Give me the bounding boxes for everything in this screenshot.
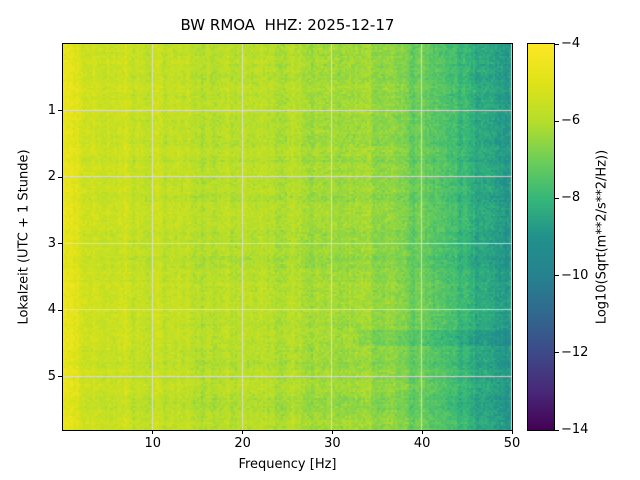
- y-tick-mark: [58, 243, 62, 245]
- x-tick-label: 40: [413, 436, 431, 451]
- colorbar-tick-label: −4: [561, 36, 581, 51]
- x-axis-label: Frequency [Hz]: [238, 457, 337, 472]
- colorbar-tick-mark: [555, 43, 559, 45]
- colorbar-tick-label: −8: [561, 190, 581, 206]
- y-tick-mark: [58, 176, 62, 178]
- y-tick-label: 1: [47, 102, 56, 118]
- x-tick-label: 10: [144, 436, 162, 451]
- y-tick-mark: [58, 376, 62, 378]
- x-tick-mark: [242, 430, 244, 434]
- y-tick-mark: [58, 110, 62, 112]
- colorbar-tick-mark: [555, 429, 559, 431]
- x-tick-label: 50: [503, 436, 521, 451]
- colorbar: [527, 43, 555, 431]
- colorbar-tick-label: −10: [561, 267, 589, 283]
- x-tick-label: 30: [324, 436, 341, 451]
- y-tick-label: 5: [47, 368, 56, 384]
- y-tick-mark: [58, 309, 62, 311]
- colorbar-tick-label: −14: [561, 422, 589, 437]
- colorbar-tick-label: −6: [561, 113, 581, 129]
- x-tick-mark: [421, 430, 423, 434]
- spectrogram-canvas: [63, 44, 512, 430]
- spectrogram-plot: [62, 43, 513, 431]
- colorbar-label: Log10(Sqrt(m**2/s**2/Hz)): [594, 149, 610, 325]
- colorbar-tick-mark: [555, 275, 559, 277]
- x-tick-mark: [331, 430, 333, 434]
- colorbar-tick-mark: [555, 352, 559, 354]
- y-tick-label: 3: [47, 235, 56, 251]
- colorbar-tick-label: −12: [561, 344, 589, 360]
- colorbar-tick-mark: [555, 197, 559, 199]
- y-tick-label: 4: [47, 302, 56, 318]
- colorbar-tick-mark: [555, 120, 559, 122]
- x-tick-mark: [152, 430, 154, 434]
- chart-title: BW RMOA HHZ: 2025-12-17: [180, 16, 395, 34]
- y-tick-label: 2: [47, 169, 56, 185]
- x-tick-mark: [511, 430, 513, 434]
- x-tick-label: 20: [234, 436, 251, 451]
